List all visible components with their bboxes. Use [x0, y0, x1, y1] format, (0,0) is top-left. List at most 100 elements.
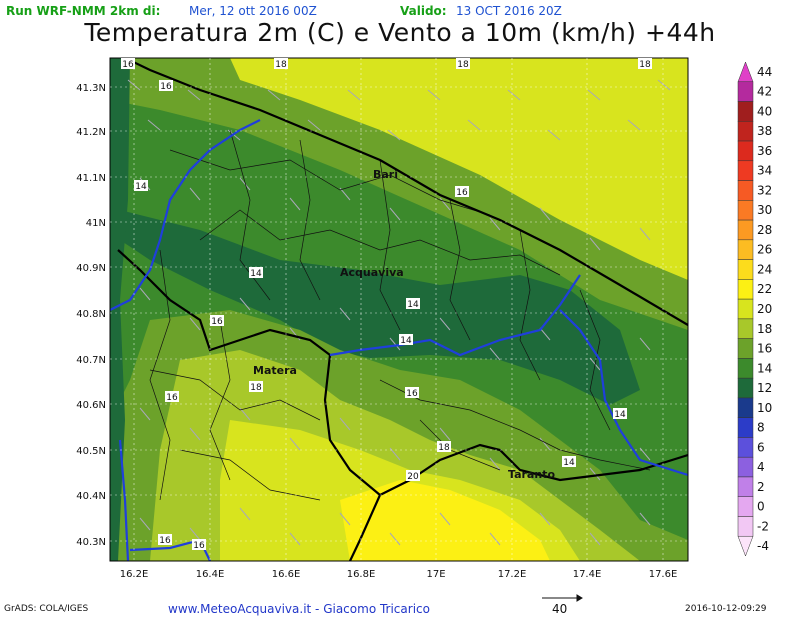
contour-label: 14 [400, 336, 412, 346]
colorbar-level-label: 16 [757, 342, 772, 356]
colorbar-level-label: 8 [757, 421, 765, 435]
colorbar-level-label: 18 [757, 322, 772, 336]
contour-label-box [455, 186, 469, 197]
contour-label: 16 [122, 60, 134, 70]
city-label-acquaviva: Acquaviva [340, 266, 404, 279]
contour-label: 16 [211, 317, 223, 327]
colorbar-level-label: 34 [757, 164, 772, 178]
colorbar-swatch [737, 496, 754, 517]
lon-label: 16.2E [120, 569, 149, 580]
colorbar-swatch [737, 259, 754, 280]
lon-label: 17.6E [649, 569, 678, 580]
colorbar-level-label: 40 [757, 104, 772, 118]
contour-label-box [159, 80, 173, 91]
contour-label-box [406, 470, 420, 481]
contour-label: 16 [166, 393, 178, 403]
lat-label: 40.6N [76, 400, 106, 411]
contour-label: 16 [456, 188, 468, 198]
contour-label: 16 [193, 541, 205, 551]
colorbar-level-label: 12 [757, 381, 772, 395]
colorbar-swatch [737, 358, 754, 379]
colorbar-swatch [737, 516, 754, 537]
colorbar-swatch [737, 180, 754, 201]
contour-label: 14 [563, 458, 575, 468]
contour-label-box [192, 539, 206, 550]
city-label-matera: Matera [253, 364, 297, 377]
colorbar-swatch [737, 279, 754, 300]
city-label-taranto: Taranto [508, 468, 555, 481]
colorbar-swatch [737, 219, 754, 241]
footer-timestamp: 2016-10-12-09:29 [685, 604, 767, 614]
contour-label: 20 [407, 472, 419, 482]
contour-label-box [158, 534, 172, 545]
contour-label-box [437, 441, 451, 452]
lat-label: 41.2N [76, 127, 106, 138]
contour-label-box [210, 315, 224, 326]
footer-credit: GrADS: COLA/IGES [4, 604, 89, 614]
colorbar-level-label: 28 [757, 223, 772, 237]
contour-label-box [405, 387, 419, 398]
contour-label-box [399, 334, 413, 345]
contour-label: 16 [160, 82, 172, 92]
colorbar-swatch [737, 338, 754, 359]
colorbar-level-label: 36 [757, 144, 772, 158]
footer-website: www.MeteoAcquaviva.it - Giacomo Tricaric… [168, 602, 430, 616]
colorbar-level-label: 2 [757, 480, 765, 494]
contour-label: 14 [250, 269, 262, 279]
lat-label: 40.4N [76, 491, 106, 502]
colorbar-swatch [737, 140, 754, 162]
colorbar-swatch [737, 397, 754, 418]
lon-label: 17E [426, 569, 445, 580]
run-label: Run WRF-NMM 2km di: [6, 4, 161, 18]
colorbar-swatch [737, 121, 754, 142]
page-title: Temperatura 2m (C) e Vento a 10m (km/h) … [84, 18, 716, 47]
colorbar-level-label: 26 [757, 243, 772, 257]
colorbar-level-label: 38 [757, 124, 772, 138]
contour-label-box [165, 391, 179, 402]
contour-label-box [134, 180, 148, 191]
run-date: Mer, 12 ott 2016 00Z [189, 4, 317, 18]
colorbar-swatch [737, 239, 754, 260]
colorbar-swatch [737, 417, 754, 438]
colorbar-swatch [737, 200, 754, 221]
colorbar-swatch [737, 456, 754, 478]
colorbar-level-label: 42 [757, 85, 772, 99]
city-label-bari: Bari [373, 168, 398, 181]
lat-label: 40.8N [76, 309, 106, 320]
lat-label: 41N [86, 218, 106, 229]
colorbar-level-label: 6 [757, 440, 765, 454]
contour-label-box [249, 267, 263, 278]
contour-label-box [562, 456, 576, 467]
contour-label: 14 [135, 182, 147, 192]
contour-label: 18 [275, 60, 287, 70]
contour-label: 18 [639, 60, 651, 70]
valid-label: Valido: [400, 4, 447, 18]
contour-label-box [456, 58, 470, 69]
lon-label: 17.2E [498, 569, 527, 580]
colorbar-level-label: 24 [757, 262, 772, 276]
colorbar-swatch [737, 437, 754, 458]
lon-label: 16.6E [272, 569, 301, 580]
contour-label: 14 [614, 410, 626, 420]
colorbar-level-label: 30 [757, 203, 772, 217]
colorbar-swatch [737, 81, 754, 102]
lat-label: 40.7N [76, 355, 106, 366]
lon-label: 16.8E [347, 569, 376, 580]
colorbar-swatch [737, 61, 754, 83]
contour-label-box [121, 58, 135, 69]
lon-label: 17.4E [573, 569, 602, 580]
contour-label-box [638, 58, 652, 69]
contour-label: 18 [457, 60, 469, 70]
colorbar: 4442403836343230282624222018161412108642… [737, 61, 772, 557]
vector-reference-value: 40 [552, 602, 568, 616]
contour-label-box [406, 298, 420, 309]
contour-label-box [274, 58, 288, 69]
colorbar-swatch [737, 535, 754, 557]
contour-label-box [613, 408, 627, 419]
colorbar-level-label: -2 [757, 519, 769, 533]
colorbar-swatch [737, 298, 754, 320]
contour-label-box [249, 381, 263, 392]
colorbar-level-label: 20 [757, 302, 772, 316]
colorbar-swatch [737, 101, 754, 122]
colorbar-level-label: -4 [757, 539, 769, 553]
